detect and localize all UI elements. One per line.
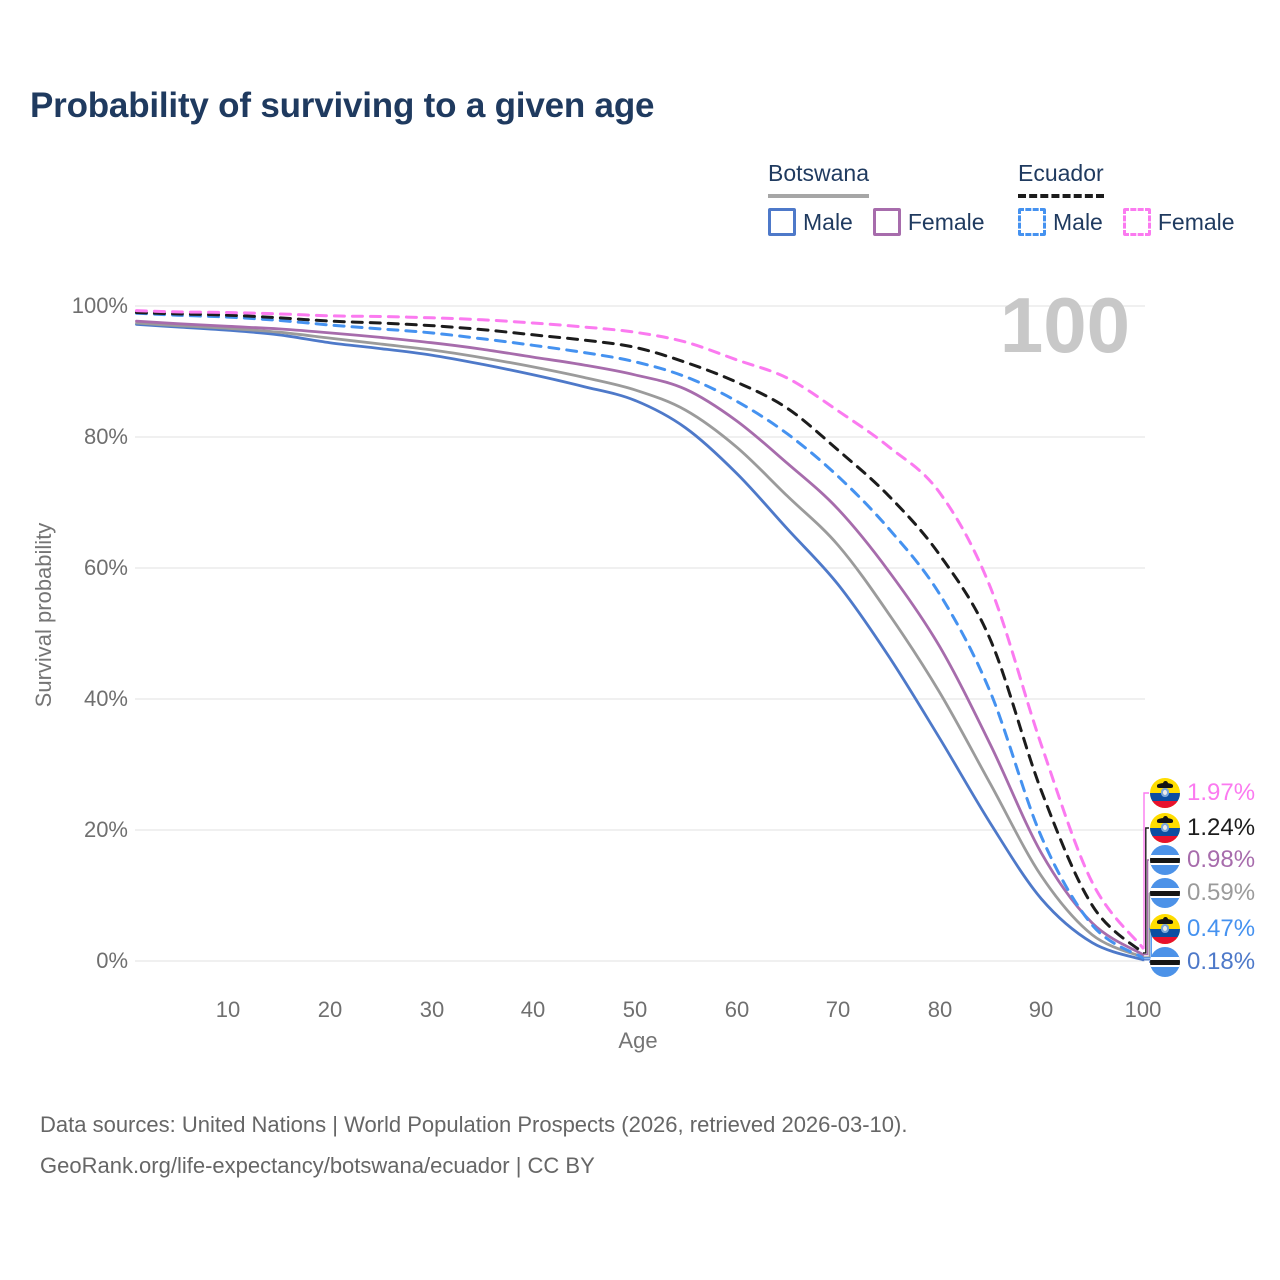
end-label-value: 1.97% — [1187, 779, 1256, 806]
end-label-value: 0.59% — [1187, 879, 1256, 906]
x-tick-50: 50 — [622, 997, 648, 1022]
legend-item-botswana-female[interactable]: Female — [872, 208, 985, 236]
end-label-botswana-female: 0.98% — [1150, 844, 1255, 876]
ecuador-male-swatch-icon[interactable] — [1018, 208, 1046, 236]
end-label-value: 0.98% — [1187, 846, 1256, 873]
ecuador-flag-icon — [1150, 914, 1180, 944]
x-axis-title: Age — [618, 1028, 658, 1053]
page-title: Probability of surviving to a given age — [30, 86, 655, 125]
legend-item-label: Female — [907, 208, 985, 235]
ecuador-flag-icon — [1150, 778, 1180, 808]
end-label-botswana-both: 0.59% — [1150, 877, 1255, 909]
y-tick-0: 0% — [96, 948, 128, 973]
x-tick-70: 70 — [825, 997, 851, 1022]
legend-item-label: Female — [1157, 208, 1235, 235]
x-tick-60: 60 — [724, 997, 750, 1022]
y-tick-60: 60% — [83, 555, 128, 580]
y-tick-100: 100% — [71, 293, 128, 318]
x-tick-10: 10 — [215, 997, 241, 1022]
x-tick-40: 40 — [520, 997, 546, 1022]
end-label-botswana-male: 0.18% — [1150, 946, 1255, 978]
ecuador-female-swatch-icon[interactable] — [1122, 208, 1151, 236]
x-tick-20: 20 — [317, 997, 343, 1022]
legend-item-ecuador-female[interactable]: Female — [1122, 208, 1235, 236]
data-source-footer: Data sources: United Nations | World Pop… — [40, 1104, 907, 1186]
end-label-value: 0.18% — [1187, 948, 1256, 975]
legend-item-label: Male — [1053, 208, 1103, 235]
legend-item-ecuador-male[interactable]: Male — [1018, 208, 1103, 236]
legend-item-botswana-male[interactable]: Male — [768, 208, 853, 236]
legend-item-label: Male — [803, 208, 853, 235]
footer-line-2: GeoRank.org/life-expectancy/botswana/ecu… — [40, 1153, 595, 1178]
end-label-ecuador-both: 1.24% — [1150, 812, 1255, 844]
botswana-flag-icon — [1150, 845, 1180, 875]
legend-group-botswana: Botswana Male Female — [768, 160, 985, 236]
x-tick-30: 30 — [419, 997, 445, 1022]
legend-country-botswana: Botswana — [768, 160, 870, 198]
end-label-ecuador-female: 1.97% — [1150, 777, 1255, 809]
end-label-ecuador-male: 0.47% — [1150, 913, 1255, 945]
botswana-flag-icon — [1150, 947, 1180, 977]
y-tick-20: 20% — [83, 817, 128, 842]
age-counter-watermark: 100 — [999, 281, 1130, 369]
x-tick-80: 80 — [927, 997, 953, 1022]
x-tick-90: 90 — [1028, 997, 1054, 1022]
end-label-value: 0.47% — [1187, 915, 1256, 942]
ecuador-flag-icon — [1150, 813, 1180, 843]
y-axis-title: Survival probability — [31, 522, 56, 708]
y-tick-80: 80% — [83, 424, 128, 449]
botswana-male-swatch-icon[interactable] — [768, 208, 796, 236]
legend-group-ecuador: Ecuador Male Female — [1018, 160, 1235, 236]
end-label-value: 1.24% — [1187, 814, 1256, 841]
legend-country-ecuador: Ecuador — [1018, 160, 1104, 198]
botswana-flag-icon — [1150, 878, 1180, 908]
botswana-female-swatch-icon[interactable] — [872, 208, 901, 236]
x-tick-100: 100 — [1124, 997, 1162, 1022]
footer-line-1: Data sources: United Nations | World Pop… — [40, 1112, 908, 1137]
y-tick-40: 40% — [83, 686, 128, 711]
